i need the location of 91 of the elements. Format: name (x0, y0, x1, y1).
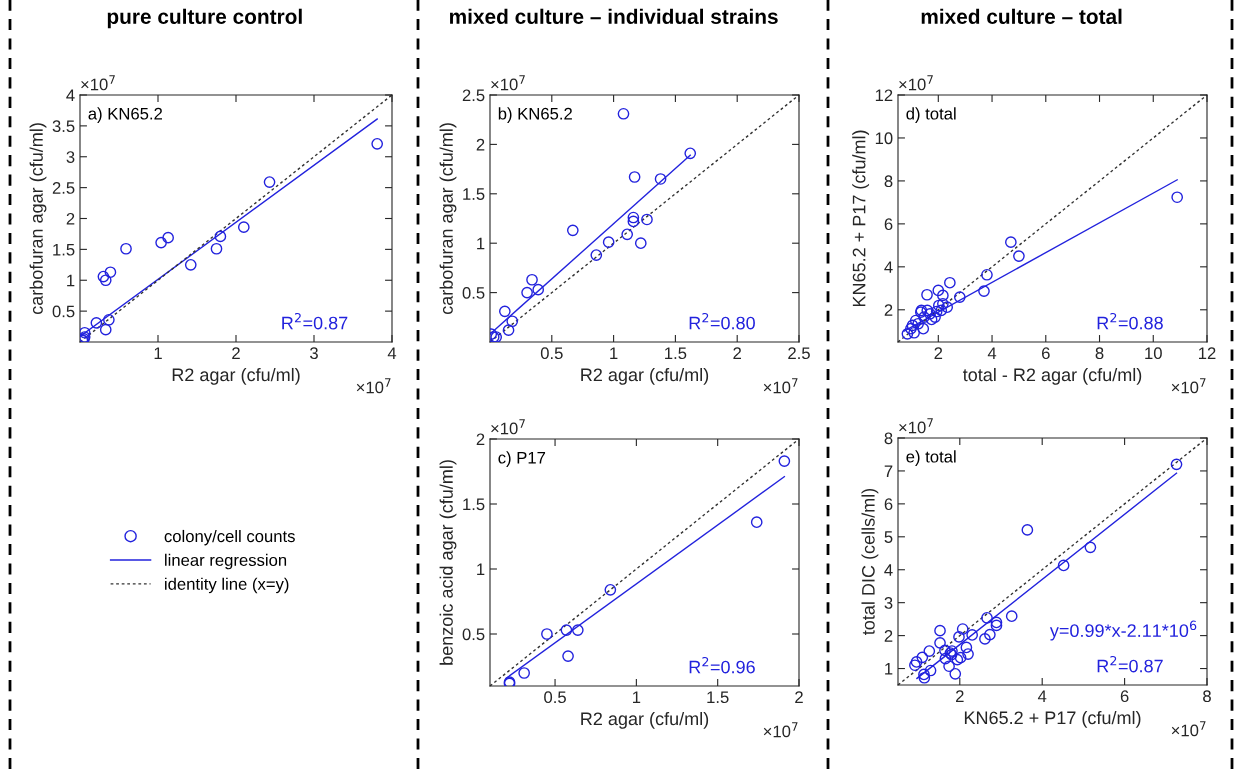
y-tick-label: 1 (67, 274, 75, 287)
legend-label: identity line (x=y) (165, 577, 289, 594)
annotation: R$^{2}$=0.96 (689, 656, 755, 674)
y-tick-label: 4 (66, 89, 75, 102)
chart-title: mixed culture – individual strains (450, 8, 778, 25)
text: ×10$^{7}$ (491, 75, 525, 91)
text: ×10$^{7}$ (491, 419, 525, 435)
y-tick-label: 4 (884, 261, 893, 273)
text: ×10$^{7}$ (763, 378, 798, 394)
x-axis-title: R2 agar (cfu/ml) (581, 367, 709, 385)
y-tick-label: 12 (875, 89, 893, 102)
x-tick-label: 2 (232, 347, 240, 359)
x-tick-label: 8 (1203, 690, 1211, 703)
annotation: a) KN65.2 (88, 107, 162, 123)
annotation: e) total (906, 450, 956, 466)
y-tick-label: 1 (477, 237, 485, 250)
y-tick-label: 10 (875, 132, 893, 145)
y-tick-label: 1.5 (463, 498, 485, 511)
x-tick-label: 0.5 (540, 347, 563, 360)
y-tick-label: 2.5 (462, 89, 485, 102)
chart-title: mixed culture – total (921, 8, 1122, 25)
x-tick-label: 1 (610, 347, 618, 359)
y-tick-label: 3 (66, 151, 75, 163)
y-axis-title: carbofuran agar (cfu/ml) (439, 123, 457, 315)
x-axis-title: KN65.2 + P17 (cfu/ml) (964, 710, 1141, 728)
y-tick-label: 1 (477, 563, 485, 576)
y-tick-label: 0.5 (462, 628, 485, 641)
annotation: R$^{2}$=0.87 (1097, 655, 1163, 673)
y-tick-label: 2 (884, 304, 893, 316)
y-tick-label: 2 (884, 630, 893, 642)
y-tick-label: 1 (885, 663, 893, 675)
x-tick-label: 1 (633, 691, 641, 703)
y-tick-label: 1.5 (463, 188, 485, 200)
annotation: R$^{2}$=0.88 (1097, 312, 1163, 330)
text: ×10$^{7}$ (356, 378, 391, 394)
x-axis-title: R2 agar (cfu/ml) (172, 367, 300, 385)
x-tick-label: 4 (1037, 690, 1047, 702)
y-tick-label: 2 (66, 212, 75, 225)
x-tick-label: 6 (1120, 690, 1129, 703)
y-tick-label: 2.5 (52, 182, 75, 194)
x-tick-label: 1 (154, 347, 162, 359)
text: ×10$^{7}$ (899, 418, 933, 434)
x-axis-title: R2 agar (cfu/ml) (581, 711, 709, 729)
x-axis-title: total - R2 agar (cfu/ml) (962, 367, 1142, 385)
x-tick-label: 6 (1041, 347, 1050, 360)
x-tick-label: 4 (387, 347, 397, 359)
x-tick-label: 12 (1199, 347, 1216, 359)
y-tick-label: 5 (884, 531, 893, 543)
annotation: b) KN65.2 (498, 107, 572, 123)
y-tick-label: 6 (884, 218, 893, 231)
legend-label: colony/cell counts (164, 529, 295, 546)
x-tick-label: 8 (1095, 347, 1104, 360)
text: ×10$^{7}$ (763, 722, 798, 738)
text: ×10$^{7}$ (899, 75, 933, 91)
y-tick-label: 8 (884, 175, 893, 188)
x-tick-label: 1.5 (707, 691, 729, 704)
text: ×10$^{7}$ (1171, 721, 1206, 737)
text: ×10$^{7}$ (1171, 378, 1206, 394)
y-axis-title: KN65.2 + P17 (cfu/ml) (852, 130, 870, 307)
y-tick-label: 4 (884, 564, 893, 576)
annotation: R$^{2}$=0.80 (689, 312, 755, 330)
x-tick-label: 2 (956, 690, 964, 702)
annotation: d) total (906, 107, 956, 123)
annotation: R$^{2}$=0.87 (282, 312, 348, 330)
annotation: y=0.99*x-2.11*10$^{6}$ (1049, 620, 1197, 641)
text: ×10$^{7}$ (81, 75, 115, 91)
y-tick-label: 2 (476, 433, 485, 446)
x-tick-label: 0.5 (544, 691, 566, 704)
y-axis-title: benzoic acid agar (cfu/ml) (439, 460, 457, 665)
y-tick-label: 0.5 (52, 305, 75, 318)
y-tick-label: 1.5 (53, 243, 75, 256)
y-axis-title: carbofuran agar (cfu/ml) (29, 123, 47, 315)
y-axis-title: total DIC (cells/ml) (861, 488, 879, 635)
annotation: c) P17 (498, 451, 546, 467)
x-tick-label: 3 (310, 347, 318, 360)
chart-title: pure culture control (107, 8, 302, 29)
y-tick-label: 3.5 (52, 120, 75, 133)
legend-label: linear regression (165, 553, 287, 570)
y-tick-label: 2 (476, 138, 485, 151)
x-tick-label: 2 (934, 347, 943, 359)
y-tick-label: 6 (884, 498, 893, 511)
x-tick-label: 10 (1145, 347, 1162, 360)
y-tick-label: 8 (884, 432, 893, 445)
x-tick-label: 4 (987, 347, 997, 359)
y-tick-label: 3 (884, 597, 893, 609)
x-tick-label: 1.5 (665, 347, 687, 360)
y-tick-label: 7 (884, 465, 893, 477)
x-tick-label: 2 (795, 691, 803, 703)
y-tick-label: 0.5 (462, 287, 485, 299)
x-tick-label: 2.5 (788, 347, 810, 360)
x-tick-label: 2 (733, 347, 741, 359)
